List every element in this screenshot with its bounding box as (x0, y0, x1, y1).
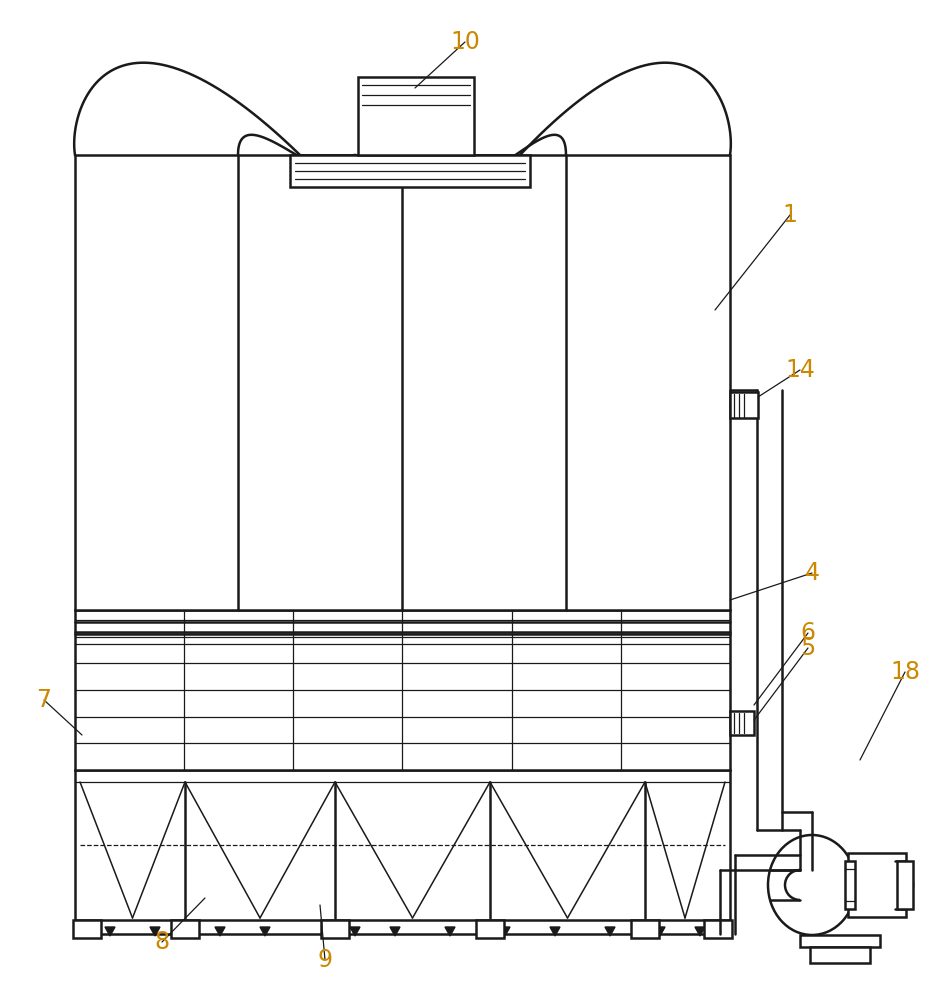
Polygon shape (695, 927, 704, 936)
Text: 4: 4 (804, 561, 819, 585)
Bar (75, 610, 729, 770)
Text: 5: 5 (799, 636, 814, 660)
Bar (170, 920, 198, 938)
Text: 1: 1 (782, 203, 797, 227)
Text: 14: 14 (784, 358, 814, 382)
Polygon shape (214, 927, 225, 936)
Bar (799, 935, 879, 947)
Bar (289, 155, 530, 187)
Bar (321, 920, 348, 938)
Polygon shape (350, 927, 359, 936)
Bar (75, 155, 729, 610)
Polygon shape (105, 927, 115, 936)
Bar (844, 861, 854, 909)
Text: 9: 9 (317, 948, 332, 972)
Text: 6: 6 (799, 621, 814, 645)
Bar (73, 920, 101, 938)
Polygon shape (500, 927, 509, 936)
Bar (729, 711, 753, 735)
Bar (847, 853, 905, 917)
Text: 7: 7 (37, 688, 51, 712)
Bar (475, 920, 504, 938)
Text: 8: 8 (154, 930, 169, 954)
Bar (630, 920, 658, 938)
Polygon shape (150, 927, 160, 936)
Bar (896, 861, 912, 909)
Text: 18: 18 (889, 660, 919, 684)
Bar (729, 392, 757, 418)
Bar (703, 920, 731, 938)
Polygon shape (654, 927, 665, 936)
Polygon shape (549, 927, 560, 936)
Polygon shape (445, 927, 455, 936)
Bar (809, 947, 869, 963)
Text: 10: 10 (449, 30, 479, 54)
Bar (358, 77, 474, 155)
Polygon shape (259, 927, 270, 936)
Polygon shape (389, 927, 400, 936)
Polygon shape (605, 927, 614, 936)
